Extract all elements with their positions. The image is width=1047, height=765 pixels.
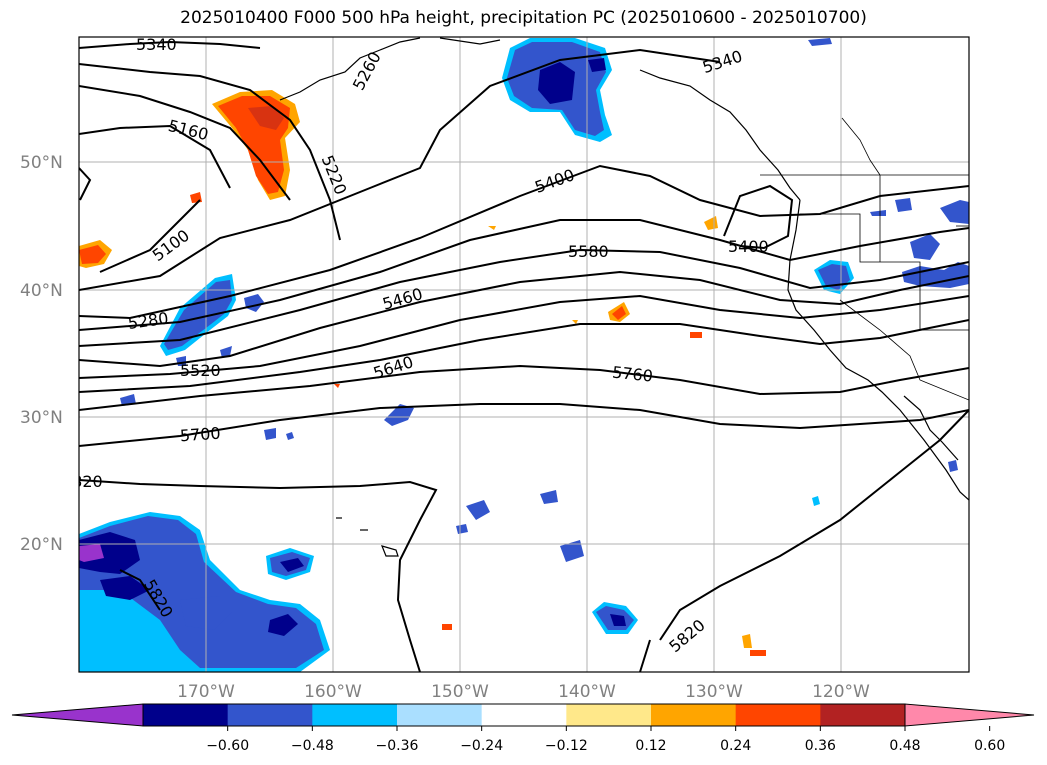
map-frame [78, 36, 970, 673]
latitude-labels: 50°N 40°N 30°N 20°N [20, 153, 63, 555]
contour-label-5700: 5700 [179, 424, 221, 446]
political-borders [760, 117, 969, 401]
map-area: 5340 5340 5160 5220 5100 5400 5400 5580 … [62, 35, 969, 672]
colorbar-swatch [312, 704, 398, 726]
contour-label-5520: 5520 [180, 361, 221, 380]
lon-label-170w: 170°W [177, 682, 235, 702]
lon-label-130w: 130°W [685, 682, 743, 702]
lat-label-20n: 20°N [20, 535, 63, 555]
contour-label-5820-west: 5820 [62, 472, 103, 491]
lon-label-160w: 160°W [304, 682, 362, 702]
lon-label-120w: 120°W [812, 682, 870, 702]
longitude-labels: 170°W 160°W 150°W 140°W 130°W 120°W [177, 682, 870, 702]
contour-label-5760: 5760 [611, 363, 653, 386]
colorbar-tick-label: −0.60 [206, 738, 249, 754]
height-contours [79, 40, 969, 672]
colorbar-swatch [227, 704, 313, 726]
lon-label-140w: 140°W [558, 682, 616, 702]
colorbar-swatch [143, 704, 229, 726]
lat-label-50n: 50°N [20, 153, 63, 173]
lat-label-40n: 40°N [20, 281, 63, 301]
coastlines [279, 37, 969, 557]
contour-label-5400-east: 5400 [728, 237, 769, 256]
gridlines [79, 37, 969, 672]
colorbar-swatch [651, 704, 737, 726]
precip-shading [79, 38, 969, 672]
lon-label-150w: 150°W [431, 682, 489, 702]
colorbar-swatch [820, 704, 906, 726]
colorbar-tick-label: 0.48 [889, 738, 920, 754]
colorbar-tick-label: −0.36 [376, 738, 419, 754]
colorbar-tick-label: 0.12 [635, 738, 666, 754]
colorbar-tick-label: −0.12 [545, 738, 588, 754]
lat-label-30n: 30°N [20, 408, 63, 428]
map-title: 2025010400 F000 500 hPa height, precipit… [180, 8, 867, 28]
contour-label-5580: 5580 [568, 242, 609, 261]
colorbar-swatch [481, 704, 567, 726]
colorbar-swatch [566, 704, 652, 726]
colorbar-extend-low [12, 704, 143, 726]
colorbar-tick-label: −0.48 [291, 738, 334, 754]
colorbar-swatch [735, 704, 821, 726]
colorbar-tick-label: 0.36 [805, 738, 836, 754]
colorbar-tick-label: −0.24 [460, 738, 503, 754]
colorbar: −0.60 −0.48 −0.36 −0.24 −0.12 0.12 0.24 0.36 0.4… [11, 703, 1035, 754]
colorbar-swatch [397, 704, 483, 726]
contour-label-5340-west: 5340 [136, 35, 177, 54]
colorbar-extend-high [905, 704, 1034, 726]
colorbar-tick-label: 0.60 [974, 738, 1005, 754]
colorbar-tick-label: 0.24 [720, 738, 751, 754]
